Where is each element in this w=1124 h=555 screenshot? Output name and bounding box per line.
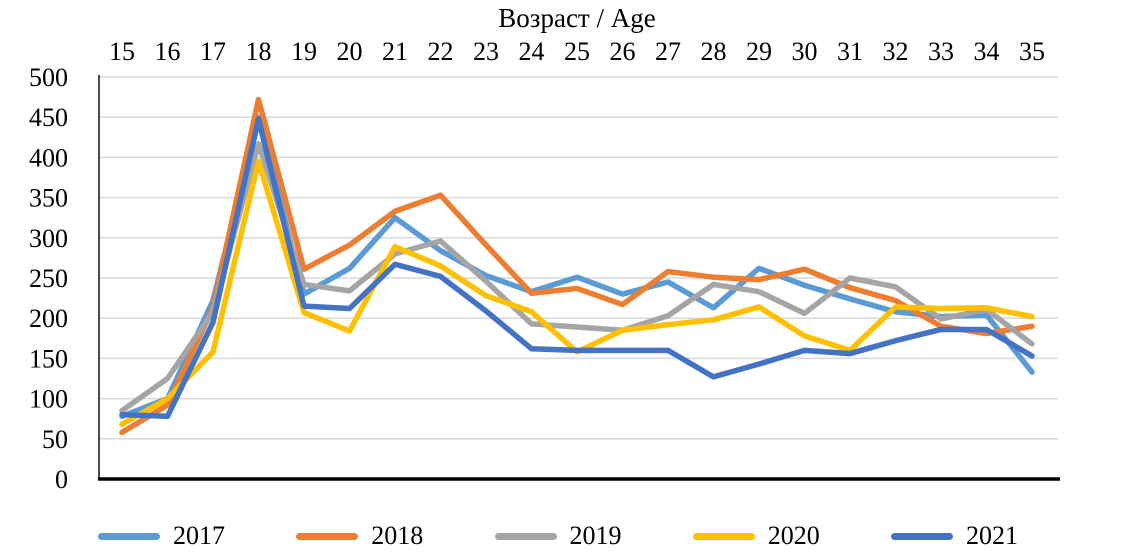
x-axis-tick-label: 28 [701,37,727,66]
plot-area: Возраст / Age 0 50 100 150 200 250 300 350 400 45… [29,3,1060,494]
x-axis-tick-label: 35 [1019,37,1045,66]
y-axis-tick-labels: 0 50 100 150 200 250 300 350 400 450 500 [29,63,68,494]
x-axis-tick-label: 34 [974,37,1000,66]
y-axis-tick-label: 350 [29,184,68,213]
y-axis-tick-label: 300 [29,224,68,253]
series-line-2018 [119,96,1035,436]
x-axis-tick-label: 16 [155,37,181,66]
x-axis-tick-label: 26 [610,37,636,66]
legend-swatch-2021 [891,532,953,540]
legend-swatch-2019 [494,532,557,540]
x-axis-tick-label: 33 [928,37,954,66]
x-axis-tick-label: 21 [382,37,408,66]
x-axis-tick-label: 15 [109,37,135,66]
x-axis-tick-label: 27 [655,37,681,66]
legend-item-2017: 2017 [98,523,225,549]
y-axis-tick-label: 250 [29,264,68,293]
legend-swatch-2020 [692,532,755,540]
x-axis-tick-label: 22 [428,37,454,66]
x-axis-tick-label: 17 [200,37,226,66]
x-axis-tick-label: 25 [564,37,590,66]
axes [98,75,1060,481]
y-axis-tick-label: 200 [29,304,68,333]
series-lines [119,96,1035,436]
legend-item-2019: 2019 [494,521,622,550]
series-line-2021 [119,116,1035,420]
x-axis-tick-label: 19 [291,37,317,66]
x-axis-tick-label: 20 [337,37,363,66]
legend-item-2021: 2021 [891,523,1018,549]
legend-swatch-2018 [296,532,359,540]
chart-title: Возраст / Age [498,3,655,33]
y-axis-tick-label: 500 [29,63,68,92]
x-axis-tick-label: 24 [519,37,545,66]
x-axis-tick-label: 29 [746,37,772,66]
legend-label-2021: 2021 [966,521,1018,550]
y-axis-tick-label: 100 [29,385,68,414]
y-axis-tick-label: 450 [29,103,68,132]
x-axis-tick-label: 18 [246,37,272,66]
legend-label-2020: 2020 [767,521,820,550]
legend-label-2017: 2017 [173,521,225,550]
legend: 2017 2018 2019 2020 2021 [98,519,1018,553]
legend-swatch-2017 [98,532,160,540]
y-axis-tick-label: 150 [29,344,68,373]
x-axis-tick-label: 32 [883,37,909,66]
legend-label-2018: 2018 [371,521,424,550]
y-axis-tick-label: 0 [55,465,68,494]
x-axis-tick-label: 31 [837,37,863,66]
legend-item-2018: 2018 [296,523,423,549]
legend-label-2019: 2019 [569,521,622,550]
y-axis-tick-label: 400 [29,143,68,172]
x-axis-tick-labels: 15 16 17 18 19 20 21 22 23 24 25 26 27 28 29 30 31 32 33 34… [109,37,1045,66]
x-axis-tick-label: 30 [792,37,818,66]
y-axis-tick-label: 50 [42,425,68,454]
x-axis-tick-label: 23 [473,37,499,66]
legend-item-2020: 2020 [692,521,820,550]
series-line-2020 [119,158,1035,428]
gridlines [99,76,1058,440]
